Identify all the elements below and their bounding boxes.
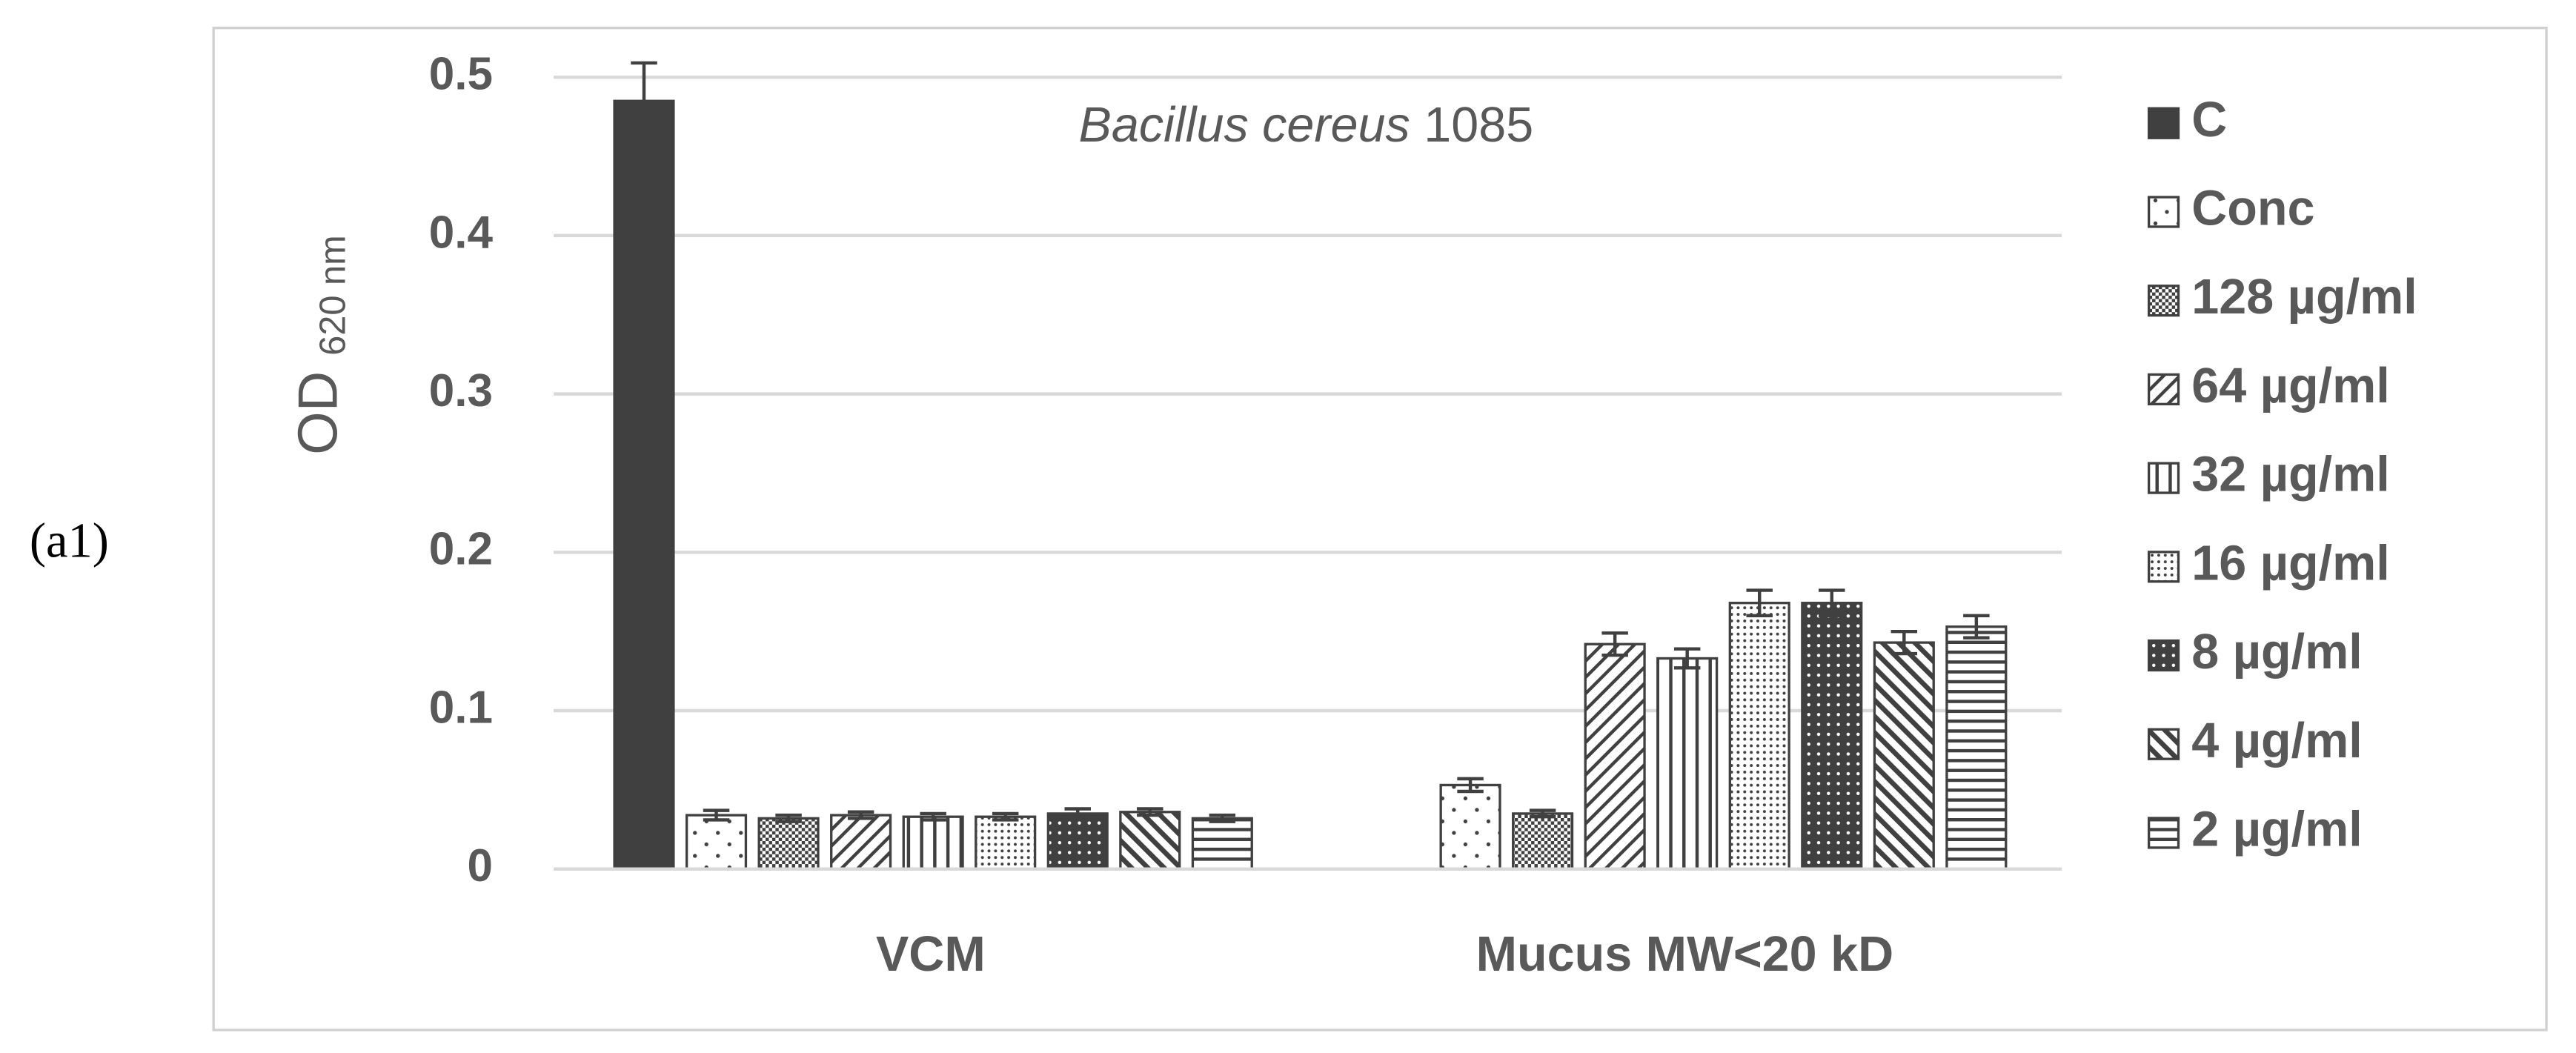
- chart-frame: [212, 27, 2548, 1032]
- error-bar: [1209, 813, 1236, 823]
- bar: [902, 815, 964, 871]
- bar: [1801, 602, 1863, 871]
- error-bar: [631, 61, 657, 141]
- bar: [1046, 812, 1109, 871]
- error-bar: [1529, 808, 1556, 819]
- legend-swatch: [2147, 373, 2180, 406]
- bar: [1656, 657, 1719, 871]
- error-bar: [1137, 807, 1163, 817]
- error-bar: [1673, 647, 1701, 670]
- error-bar: [920, 811, 946, 822]
- bar: [1119, 811, 1181, 871]
- legend-label: 8 µg/ml: [2191, 625, 2362, 680]
- legend-swatch: [2147, 462, 2180, 494]
- y-tick-label: 0: [468, 840, 494, 891]
- y-tick-label: 0.5: [429, 49, 493, 100]
- error-bar: [1746, 588, 1773, 618]
- legend-label: 64 µg/ml: [2191, 359, 2389, 413]
- bar: [1945, 625, 2008, 871]
- y-tick-label: 0.1: [429, 682, 493, 733]
- error-bar: [775, 813, 802, 823]
- error-bar: [1601, 631, 1628, 657]
- legend-swatch: [2147, 728, 2180, 760]
- panel-label: (a1): [30, 514, 109, 568]
- bar: [1439, 783, 1501, 871]
- title-italic: Bacillus cereus: [1079, 97, 1410, 152]
- error-bar: [1064, 807, 1091, 820]
- bar: [613, 99, 675, 871]
- bar: [1728, 602, 1790, 871]
- legend-swatch: [2147, 196, 2180, 228]
- error-bar: [1457, 777, 1484, 794]
- y-label: OD: [286, 371, 348, 455]
- x-tick-label: VCM: [876, 927, 986, 982]
- legend-swatch: [2147, 285, 2180, 317]
- legend-swatch: [2147, 639, 2180, 672]
- x-tick-label: Mucus MW<20 kD: [1476, 927, 1894, 982]
- legend-label: C: [2191, 93, 2227, 147]
- error-bar: [992, 811, 1019, 822]
- bar: [1191, 817, 1253, 871]
- bar: [830, 814, 892, 871]
- bar: [685, 814, 748, 871]
- error-bar: [703, 808, 730, 822]
- y-tick-label: 0.2: [429, 524, 493, 575]
- chart-title: Bacillus cereus 1085: [1079, 97, 1534, 152]
- legend-label: 4 µg/ml: [2191, 714, 2362, 768]
- bar: [1512, 812, 1574, 871]
- y-axis-label: OD 620 nm: [286, 235, 353, 455]
- legend-label: Conc: [2191, 182, 2314, 236]
- bar: [757, 817, 820, 871]
- error-bar: [847, 810, 874, 820]
- legend-swatch: [2147, 107, 2180, 139]
- error-bar: [1819, 588, 1845, 618]
- legend-swatch: [2147, 817, 2180, 849]
- error-bar: [1963, 614, 1990, 640]
- legend-label: 32 µg/ml: [2191, 448, 2389, 502]
- error-bar: [1890, 629, 1918, 656]
- title-plain: 1085: [1424, 97, 1533, 152]
- bar: [1873, 641, 1935, 871]
- bar: [975, 815, 1037, 871]
- legend-label: 16 µg/ml: [2191, 536, 2389, 591]
- y-label-sub: 620 nm: [313, 235, 353, 356]
- legend-label: 2 µg/ml: [2191, 803, 2362, 857]
- bar: [1584, 642, 1646, 871]
- legend-swatch: [2147, 551, 2180, 583]
- y-tick-label: 0.4: [429, 207, 494, 258]
- y-tick-label: 0.3: [429, 365, 493, 416]
- legend-label: 128 µg/ml: [2191, 270, 2417, 325]
